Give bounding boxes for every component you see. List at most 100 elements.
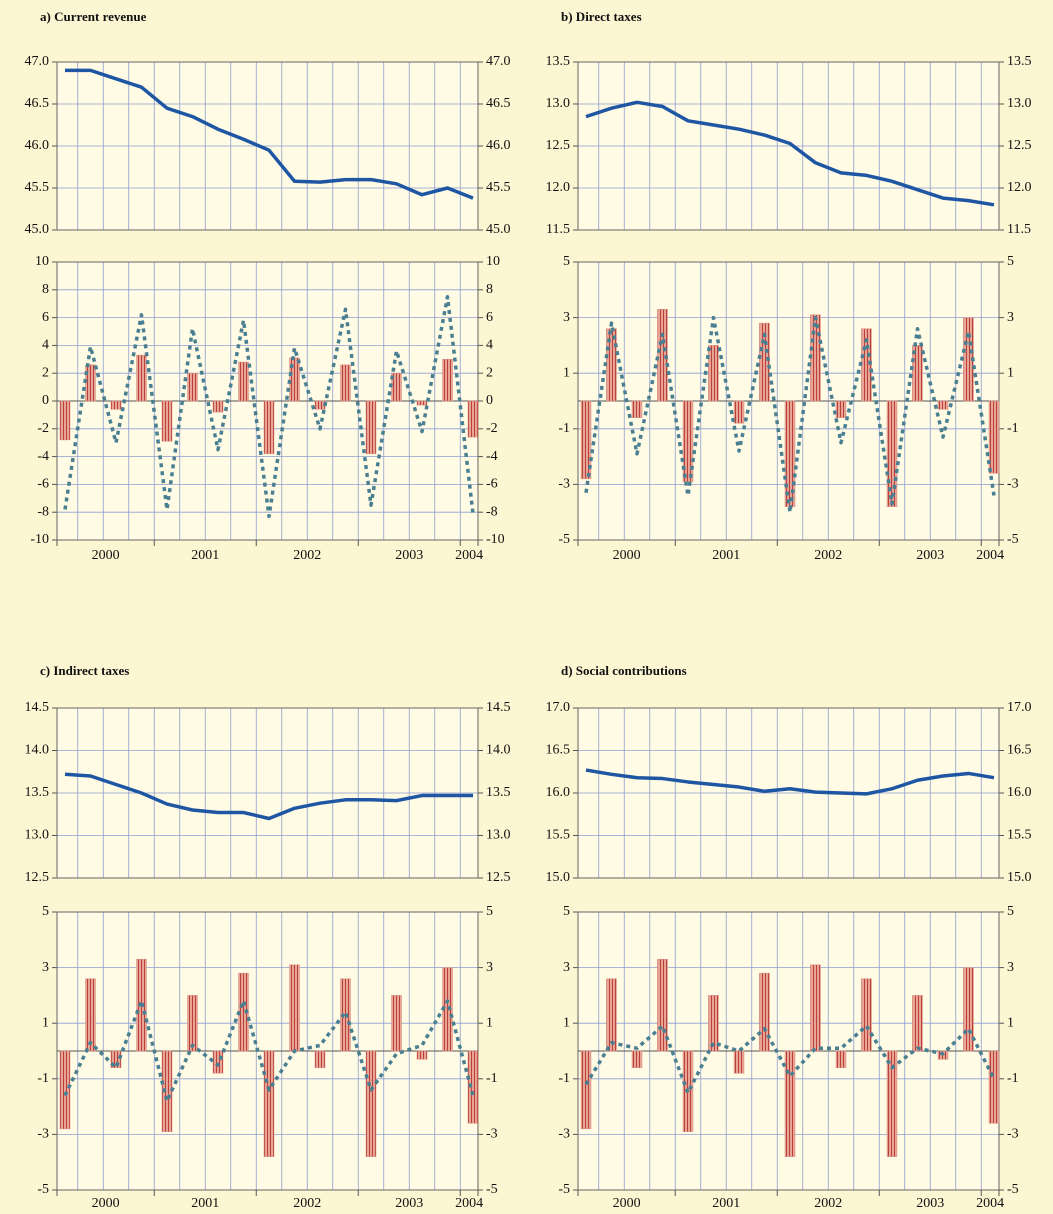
bar — [708, 995, 719, 1052]
y-tick-label: 16.0 — [546, 785, 571, 800]
y-tick-label: 5 — [563, 904, 570, 919]
x-tick-label: 2002 — [814, 1196, 842, 1211]
y-tick-label: 3 — [563, 960, 570, 975]
y-tick-label: 1 — [563, 1015, 570, 1030]
y2-tick-label: 13.5 — [486, 785, 511, 800]
y2-tick-label: 14.5 — [486, 700, 511, 715]
y-tick-label: 15.0 — [546, 870, 571, 885]
dotted-line — [63, 295, 475, 519]
y-tick-label: -1 — [558, 421, 570, 436]
bar — [212, 1050, 224, 1074]
y2-tick-label: 16.0 — [1007, 785, 1032, 800]
y2-tick-label: -5 — [1007, 532, 1019, 547]
bar — [759, 322, 770, 402]
y-tick-label: 14.5 — [25, 700, 50, 715]
bar — [631, 1050, 643, 1068]
y2-tick-label: 2 — [486, 365, 493, 380]
bar — [136, 354, 147, 402]
y-tick-label: -5 — [558, 1182, 570, 1197]
x-tick-label: 2004 — [976, 548, 1004, 563]
bar — [886, 400, 898, 507]
bar — [238, 361, 249, 402]
x-tick-label: 2002 — [814, 548, 842, 563]
y2-tick-label: 13.0 — [486, 828, 511, 843]
y-tick-label: -8 — [37, 504, 49, 519]
x-tick-label: 2000 — [613, 1196, 641, 1211]
y-tick-label: 10 — [35, 254, 49, 269]
y-tick-label: 12.5 — [25, 870, 50, 885]
y2-tick-label: 6 — [486, 310, 493, 325]
plot-frame — [56, 61, 479, 231]
bar — [708, 345, 719, 402]
y-tick-label: 4 — [42, 338, 49, 353]
y-tick-label: 45.0 — [25, 222, 50, 237]
y2-tick-label: -6 — [486, 477, 498, 492]
y-tick-label: 13.0 — [546, 96, 571, 111]
y-tick-label: -3 — [558, 477, 570, 492]
bar — [733, 1050, 745, 1074]
bar — [365, 400, 377, 455]
bar — [912, 345, 923, 402]
bar — [59, 400, 71, 441]
bar — [416, 1050, 428, 1060]
bar — [580, 1050, 592, 1130]
y2-tick-label: 5 — [1007, 904, 1014, 919]
y-tick-label: 5 — [42, 904, 49, 919]
dotted-line — [584, 1024, 996, 1095]
y2-tick-label: 12.5 — [486, 870, 511, 885]
bar — [187, 995, 198, 1052]
y2-tick-label: -1 — [486, 1071, 498, 1086]
y-tick-label: 1 — [42, 1015, 49, 1030]
y2-tick-label: -3 — [1007, 477, 1019, 492]
y-tick-label: 11.5 — [546, 222, 570, 237]
y2-tick-label: 1 — [1007, 365, 1014, 380]
y-tick-label: 5 — [563, 254, 570, 269]
bar — [365, 1050, 377, 1157]
y2-tick-label: 46.5 — [486, 96, 511, 111]
bar — [963, 967, 974, 1052]
y-tick-label: -2 — [37, 421, 49, 436]
y-tick-label: 12.0 — [546, 180, 571, 195]
bar — [263, 1050, 275, 1157]
y2-tick-label: 12.0 — [1007, 180, 1032, 195]
bar — [187, 372, 198, 402]
bar — [733, 400, 745, 424]
y-tick-label: 1 — [563, 365, 570, 380]
y2-tick-label: 11.5 — [1007, 222, 1031, 237]
plot-frame — [56, 707, 479, 879]
y-tick-label: 17.0 — [546, 700, 571, 715]
bar — [835, 400, 847, 418]
bar — [263, 400, 275, 455]
dotted-line — [63, 999, 475, 1103]
x-tick-label: 2002 — [293, 1196, 321, 1211]
bar — [606, 978, 617, 1052]
bar — [580, 400, 592, 480]
x-tick-label: 2003 — [916, 1196, 944, 1211]
y-tick-label: 3 — [563, 310, 570, 325]
bar — [85, 364, 96, 402]
bar — [631, 400, 643, 418]
y2-tick-label: -8 — [486, 504, 498, 519]
y-tick-label: 13.5 — [25, 785, 50, 800]
x-tick-label: 2000 — [613, 548, 641, 563]
y2-tick-label: 15.0 — [1007, 870, 1032, 885]
y-tick-label: -5 — [37, 1182, 49, 1197]
y-tick-label: 2 — [42, 365, 49, 380]
y-tick-label: 14.0 — [25, 743, 50, 758]
bar — [835, 1050, 847, 1068]
y2-tick-label: 15.5 — [1007, 828, 1032, 843]
bar — [682, 400, 694, 482]
y-tick-label: 0 — [42, 393, 49, 408]
bar — [657, 959, 668, 1052]
bar — [340, 364, 351, 402]
y2-tick-label: 5 — [1007, 254, 1014, 269]
y2-tick-label: -10 — [486, 532, 505, 547]
y2-tick-label: 4 — [486, 338, 493, 353]
bar — [85, 978, 96, 1052]
bar — [937, 400, 949, 410]
bar — [759, 972, 770, 1052]
y-tick-label: 8 — [42, 282, 49, 297]
y-tick-label: 6 — [42, 310, 49, 325]
x-tick-label: 2003 — [916, 548, 944, 563]
y-tick-label: 45.5 — [25, 180, 50, 195]
